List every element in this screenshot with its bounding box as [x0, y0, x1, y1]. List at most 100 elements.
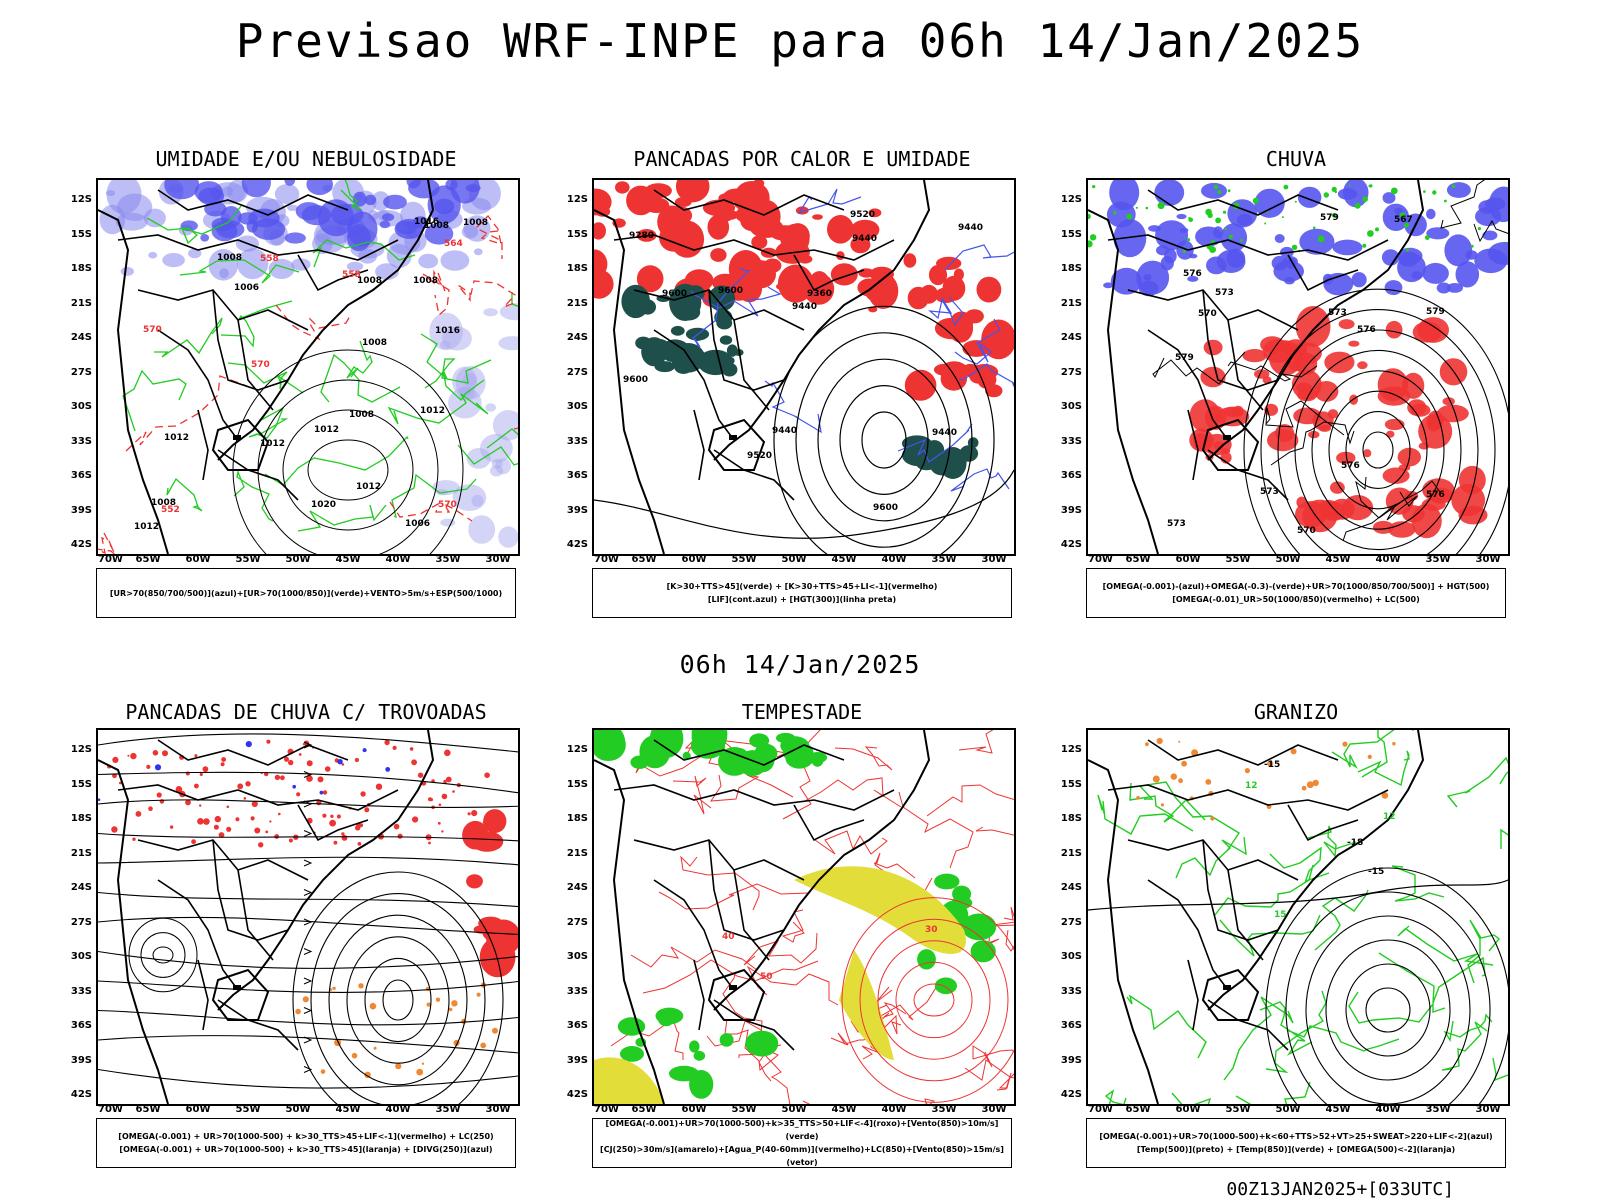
lat-tick-label: 12S — [566, 194, 588, 205]
lat-tick-label: 42S — [70, 539, 92, 550]
legend-line: [OMEGA(-0.001) + UR>70(1000-500) + k>30_… — [119, 1145, 493, 1154]
contour-label: 552 — [161, 505, 180, 515]
lon-tick-label: 30W — [485, 554, 511, 565]
lat-tick-label: 36S — [1060, 1020, 1082, 1031]
lat-tick-label: 30S — [566, 951, 588, 962]
lon-tick-label: 45W — [831, 1104, 857, 1115]
lon-tick-label: 45W — [335, 554, 361, 565]
lat-tick-label: 36S — [566, 470, 588, 481]
lat-tick-label: 33S — [1060, 435, 1082, 447]
lon-tick-label: 45W — [831, 554, 857, 565]
contour-label: 576 — [1341, 461, 1360, 471]
lon-tick-label: 55W — [731, 554, 757, 565]
contour-label: 1012 — [134, 522, 159, 532]
lon-tick-label: 40W — [385, 554, 411, 565]
lon-tick-label: 40W — [385, 1104, 411, 1115]
contour-label: 40 — [722, 932, 735, 942]
legend-line: [UR>70(850/700/500)](azul)+[UR>70(1000/8… — [109, 588, 503, 598]
contour-label: 570 — [438, 500, 457, 510]
lat-tick-label: 21S — [1060, 847, 1082, 859]
contour-label: 1008 — [463, 218, 488, 228]
lat-tick-label: 33S — [566, 985, 588, 997]
lon-tick-label: 30W — [981, 554, 1007, 565]
lon-tick-label: 30W — [1475, 1104, 1501, 1115]
contour-label: 9280 — [629, 231, 654, 241]
contour-label: 1012 — [314, 425, 339, 435]
lat-tick-label: 24S — [1060, 882, 1082, 893]
lat-tick-label: 18S — [70, 813, 92, 824]
latitude-ticks: 12S 15S 18S 21S 24S 27S 30S 33S 36S 39S 42S — [66, 178, 92, 552]
contour-label: -15 — [1368, 867, 1384, 877]
lon-tick-label: 40W — [881, 554, 907, 565]
contour-label: 9440 — [958, 223, 983, 233]
lat-tick-label: 30S — [1060, 951, 1082, 962]
contour-label: 1016 — [414, 217, 439, 227]
lon-tick-label: 35W — [1425, 554, 1451, 565]
lat-tick-label: 21S — [70, 847, 92, 859]
contour-label: 564 — [444, 239, 463, 249]
lon-tick-label: 65W — [135, 554, 161, 565]
legend-umidade: [UR>70(850/700/500)](azul)+[UR>70(1000/8… — [96, 568, 516, 618]
lon-tick-label: 50W — [781, 554, 807, 565]
lon-tick-label: 50W — [1275, 1104, 1301, 1115]
contour-label: 576 — [1183, 269, 1202, 279]
contour-label: 12 — [1383, 812, 1396, 822]
lon-tick-label: 40W — [1375, 1104, 1401, 1115]
map-granizo: -15 -18 -15 12 15 12 — [1086, 728, 1510, 1106]
lon-tick-label: 30W — [485, 1104, 511, 1115]
contour-label: 9600 — [873, 503, 898, 513]
lat-tick-label: 15S — [1060, 778, 1082, 790]
contour-label: 50 — [760, 972, 773, 982]
lat-tick-label: 42S — [70, 1089, 92, 1100]
lon-tick-label: 35W — [435, 554, 461, 565]
lon-tick-label: 60W — [1175, 554, 1201, 565]
longitude-ticks: 70W 65W 60W 55W 50W 45W 40W 35W 30W — [592, 554, 1012, 568]
lat-tick-label: 18S — [1060, 813, 1082, 824]
lat-tick-label: 33S — [566, 435, 588, 447]
contour-label: 570 — [143, 325, 162, 335]
lat-tick-label: 39S — [1060, 504, 1082, 516]
contour-label: 9440 — [932, 428, 957, 438]
contour-label: -18 — [1347, 838, 1363, 848]
map-graphic: 576 579 579 573 576 576 573 567 570 573 570 573 576 5… — [1088, 180, 1508, 554]
lon-tick-label: 45W — [335, 1104, 361, 1115]
lat-tick-label: 33S — [1060, 985, 1082, 997]
longitude-ticks: 70W 65W 60W 55W 50W 45W 40W 35W 30W — [1086, 554, 1506, 568]
contour-label: 1006 — [405, 519, 430, 529]
lat-tick-label: 18S — [1060, 263, 1082, 274]
contour-label: 573 — [1167, 519, 1186, 529]
contour-label: 558 — [342, 270, 361, 280]
contour-label: 579 — [1320, 213, 1339, 223]
legend-chuva: [OMEGA(-0.001)-(azul)+OMEGA(-0.3)-(verde… — [1086, 568, 1506, 618]
lat-tick-label: 15S — [566, 228, 588, 240]
map-chuva: 576 579 579 573 576 576 573 567 570 573 570 573 576 5… — [1086, 178, 1510, 556]
contour-label: 1020 — [311, 500, 336, 510]
latitude-ticks: 12S 15S 18S 21S 24S 27S 30S 33S 36S 39S 42S — [66, 728, 92, 1102]
latitude-ticks: 12S 15S 18S 21S 24S 27S 30S 33S 36S 39S 42S — [562, 728, 588, 1102]
contour-label: 1008 — [413, 276, 438, 286]
lat-tick-label: 27S — [566, 366, 588, 378]
lat-tick-label: 39S — [70, 504, 92, 516]
lon-tick-label: 70W — [1088, 1104, 1113, 1115]
lon-tick-label: 60W — [185, 554, 211, 565]
map-graphic: -15 -18 -15 12 15 12 — [1088, 730, 1508, 1104]
contour-label: 576 — [1426, 490, 1445, 500]
map-pancadas-trovoadas — [96, 728, 520, 1106]
longitude-ticks: 70W 65W 60W 55W 50W 45W 40W 35W 30W — [1086, 1104, 1506, 1118]
lon-tick-label: 60W — [1175, 1104, 1201, 1115]
contour-label: 9440 — [852, 234, 877, 244]
lat-tick-label: 12S — [70, 194, 92, 205]
map-pancadas-calor: 9600 9600 9520 9440 9520 9440 9600 9440 9360 9280… — [592, 178, 1016, 556]
lon-tick-label: 30W — [1475, 554, 1501, 565]
lon-tick-label: 55W — [235, 554, 261, 565]
lat-tick-label: 21S — [566, 297, 588, 309]
lon-tick-label: 65W — [631, 1104, 657, 1115]
panel-title-pancadas-trovoadas: PANCADAS DE CHUVA C/ TROVOADAS — [125, 700, 487, 724]
lat-tick-label: 24S — [1060, 332, 1082, 343]
lat-tick-label: 15S — [70, 228, 92, 240]
contour-label: 9600 — [718, 286, 743, 296]
map-graphic — [98, 730, 518, 1104]
latitude-ticks: 12S 15S 18S 21S 24S 27S 30S 33S 36S 39S 42S — [562, 178, 588, 552]
longitude-ticks: 70W 65W 60W 55W 50W 45W 40W 35W 30W — [96, 554, 516, 568]
longitude-ticks: 70W 65W 60W 55W 50W 45W 40W 35W 30W — [592, 1104, 1012, 1118]
